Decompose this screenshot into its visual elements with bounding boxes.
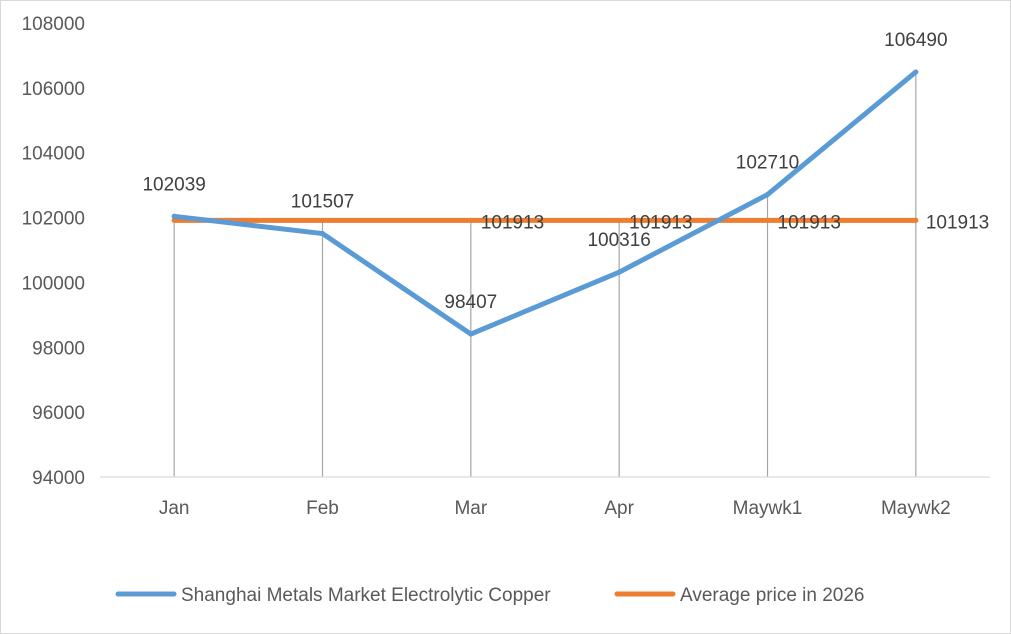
x-tick-label: Maywk1 <box>733 498 803 519</box>
average-price-point <box>171 217 177 223</box>
copper-data-label: 106490 <box>884 30 947 51</box>
copper-price-point <box>913 69 919 75</box>
average-price-point <box>320 217 325 223</box>
average-price-point <box>765 217 770 223</box>
y-tick-label: 100000 <box>22 273 85 294</box>
y-tick-label: 96000 <box>32 403 85 424</box>
axes: 94000 96000 98000 100000 102000 104000 106000 1… <box>22 14 990 519</box>
y-tick-label: 108000 <box>22 14 85 35</box>
y-tick-label: 106000 <box>22 79 85 100</box>
y-tick-label: 102000 <box>22 209 85 230</box>
copper-data-label: 101507 <box>291 192 354 213</box>
average-price-point <box>468 217 474 223</box>
average-data-label: 101913 <box>481 212 544 233</box>
copper-data-label: 102710 <box>736 153 799 174</box>
copper-price-point <box>171 213 177 219</box>
average-price-point <box>616 217 622 223</box>
copper-price-point <box>765 192 770 198</box>
y-tick-label: 94000 <box>32 468 85 489</box>
x-tick-label: Maywk2 <box>881 498 951 519</box>
copper-data-label: 98407 <box>444 292 497 313</box>
x-tick-label: Mar <box>454 498 487 519</box>
legend-label: Average price in 2026 <box>680 585 865 606</box>
legend-average: Average price in 2026 <box>614 585 865 606</box>
average-data-label: 101913 <box>926 212 989 233</box>
average-data-label: 101913 <box>629 212 692 233</box>
legend-copper: Shanghai Metals Market Electrolytic Copp… <box>115 585 551 606</box>
series <box>171 69 919 337</box>
y-tick-label: 104000 <box>22 144 85 165</box>
copper-price-point <box>616 269 622 275</box>
legend-label: Shanghai Metals Market Electrolytic Copp… <box>181 585 551 606</box>
average-data-label: 101913 <box>778 212 841 233</box>
copper-data-label: 100316 <box>587 230 650 251</box>
drop-lines <box>173 71 917 477</box>
data-labels: 102039 101507 98407 100316 102710 106490 10191… <box>142 30 989 313</box>
x-tick-label: Apr <box>604 498 634 519</box>
copper-price-point <box>468 331 474 337</box>
legend: Shanghai Metals Market Electrolytic Copp… <box>115 585 865 606</box>
copper-data-label: 102039 <box>142 174 205 195</box>
copper-price-line <box>171 69 919 337</box>
copper-price-point <box>320 231 325 237</box>
x-tick-label: Jan <box>159 498 190 519</box>
x-tick-label: Feb <box>306 498 339 519</box>
average-price-point <box>913 217 919 223</box>
y-tick-label: 98000 <box>32 338 85 359</box>
